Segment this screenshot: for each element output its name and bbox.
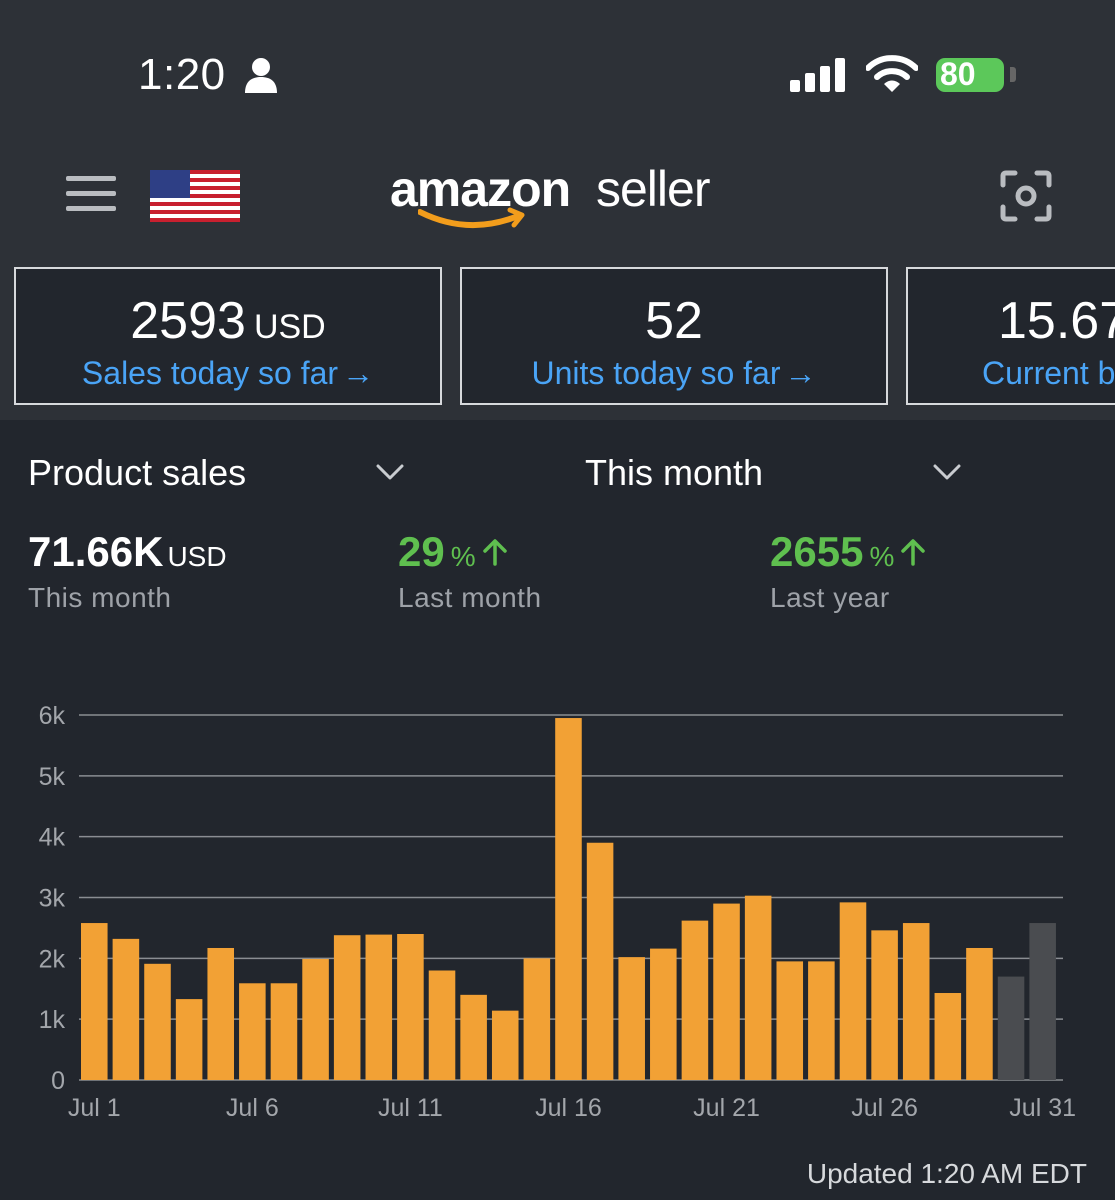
x-tick-label: Jul 1 bbox=[68, 1094, 121, 1122]
y-tick-label: 4k bbox=[39, 824, 66, 852]
bar-jul-4[interactable] bbox=[175, 999, 203, 1080]
arrow-right-icon: → bbox=[342, 355, 375, 391]
x-tick-label: Jul 21 bbox=[693, 1094, 760, 1122]
wifi-icon bbox=[866, 55, 918, 92]
bar-jul-16[interactable] bbox=[555, 718, 582, 1080]
x-tick-label: Jul 16 bbox=[535, 1094, 602, 1122]
x-tick-label: Jul 26 bbox=[851, 1094, 918, 1122]
metric-cards: 2593 USD Sales today so far → 52 Units tod… bbox=[0, 252, 1115, 420]
total-sales-value: 71.66K USD bbox=[28, 528, 227, 575]
logo-main: amazon bbox=[390, 161, 571, 217]
total-sales-label: This month bbox=[28, 582, 172, 613]
bar-jul-25[interactable] bbox=[839, 902, 867, 1080]
y-tick-label: 6k bbox=[39, 702, 66, 730]
battery-tip bbox=[1010, 67, 1016, 82]
sales-today-card[interactable]: 2593 USD Sales today so far → bbox=[14, 267, 442, 405]
sales-bar-chart: 0 1k 2k 3k 4k 5k 6k Jul 1 Jul 6 Jul 11 Jul 16 Jul 2… bbox=[39, 702, 1076, 1122]
us-flag-icon[interactable] bbox=[150, 170, 240, 222]
y-tick-label: 1k bbox=[39, 1006, 66, 1034]
bar-jul-11[interactable] bbox=[397, 934, 424, 1080]
y-tick-label: 2k bbox=[39, 945, 66, 973]
smile-icon bbox=[418, 207, 525, 229]
arrow-up-icon bbox=[482, 539, 507, 566]
bar-jul-30[interactable] bbox=[997, 976, 1025, 1080]
bar-jul-21[interactable] bbox=[713, 903, 740, 1080]
bar-jul-27[interactable] bbox=[902, 923, 930, 1080]
bar-jul-15[interactable] bbox=[523, 958, 551, 1080]
last-month-label: Last month bbox=[398, 582, 542, 613]
bar-jul-12[interactable] bbox=[428, 970, 456, 1081]
bar-jul-13[interactable] bbox=[460, 994, 487, 1080]
bar-jul-26[interactable] bbox=[871, 930, 898, 1080]
cellular-signal-icon bbox=[790, 58, 845, 92]
chevron-down-icon[interactable] bbox=[933, 462, 961, 482]
logo-sub: seller bbox=[596, 161, 710, 217]
amazon-seller-logo: amazon seller bbox=[390, 160, 730, 240]
bar-jul-1[interactable] bbox=[81, 923, 108, 1080]
bar-jul-31[interactable] bbox=[1029, 923, 1056, 1080]
metric-selector[interactable]: Product sales bbox=[28, 452, 247, 493]
chevron-down-icon[interactable] bbox=[376, 462, 404, 482]
bar-jul-18[interactable] bbox=[618, 957, 645, 1080]
last-month-change: 29% bbox=[398, 528, 508, 576]
y-tick-label: 3k bbox=[39, 885, 66, 913]
y-tick-label: 0 bbox=[51, 1067, 65, 1095]
battery-level: 80 bbox=[940, 56, 976, 92]
bar-jul-10[interactable] bbox=[365, 934, 393, 1080]
card-label[interactable]: Sales today so far → bbox=[81, 355, 375, 391]
card-label[interactable]: Units today so far → bbox=[531, 355, 817, 391]
card-label[interactable]: Current b bbox=[982, 355, 1115, 391]
bar-jul-23[interactable] bbox=[776, 961, 804, 1080]
bar-jul-28[interactable] bbox=[934, 993, 962, 1080]
bar-jul-5[interactable] bbox=[207, 947, 235, 1080]
updated-timestamp: Updated 1:20 AM EDT bbox=[806, 1158, 1087, 1189]
bar-jul-17[interactable] bbox=[586, 842, 614, 1080]
period-selector[interactable]: This month bbox=[585, 452, 764, 493]
bar-jul-2[interactable] bbox=[112, 938, 140, 1080]
y-tick-label: 5k bbox=[39, 763, 66, 791]
bar-jul-20[interactable] bbox=[681, 920, 709, 1080]
bar-jul-24[interactable] bbox=[808, 961, 835, 1080]
card-value: 2593 USD bbox=[130, 292, 326, 350]
last-year-label: Last year bbox=[770, 582, 890, 613]
bar-jul-7[interactable] bbox=[270, 983, 298, 1080]
card-value: 15.67 bbox=[998, 292, 1115, 350]
top-bar: 1:20 80 amazon seller bbox=[0, 0, 1115, 252]
bar-jul-9[interactable] bbox=[333, 935, 361, 1080]
menu-icon[interactable] bbox=[66, 176, 116, 212]
card-value: 52 bbox=[645, 292, 703, 350]
bar-jul-3[interactable] bbox=[144, 963, 171, 1080]
x-tick-label: Jul 6 bbox=[226, 1094, 279, 1122]
bar-jul-14[interactable] bbox=[491, 1010, 519, 1080]
bar-jul-22[interactable] bbox=[744, 895, 772, 1080]
current-balance-card[interactable]: 15.67 Current b bbox=[906, 267, 1115, 405]
arrow-up-icon bbox=[901, 539, 926, 566]
x-tick-label: Jul 11 bbox=[378, 1094, 443, 1122]
x-tick-label: Jul 31 bbox=[1009, 1094, 1076, 1122]
units-today-card[interactable]: 52 Units today so far → bbox=[460, 267, 888, 405]
bar-jul-29[interactable] bbox=[966, 947, 993, 1080]
bar-jul-19[interactable] bbox=[650, 948, 677, 1080]
arrow-right-icon: → bbox=[784, 355, 817, 391]
person-icon bbox=[245, 58, 277, 93]
scan-icon[interactable] bbox=[1000, 170, 1052, 222]
bar-jul-8[interactable] bbox=[302, 958, 329, 1080]
bar-jul-6[interactable] bbox=[239, 983, 266, 1080]
battery-icon bbox=[936, 58, 1004, 92]
last-year-change: 2655% bbox=[770, 528, 926, 576]
status-time: 1:20 bbox=[138, 50, 226, 99]
